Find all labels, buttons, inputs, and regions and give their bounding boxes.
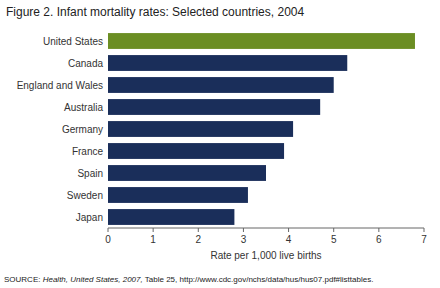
title: Figure 2. Infant mortality rates: Select… [6,5,304,19]
bar [108,121,293,137]
x-tick-label: 5 [331,234,337,245]
x-tick-label: 2 [196,234,202,245]
chart-svg: Figure 2. Infant mortality rates: Select… [0,0,440,288]
x-tick-label: 4 [286,234,292,245]
category-label: England and Wales [17,80,103,91]
category-label: United States [43,36,103,47]
y-axis: United States Canada England and Wales Aust… [17,36,104,223]
x-tick [288,228,289,232]
page: {"chart_data": {"type": "bar", "orientat… [0,0,440,288]
source: SOURCE: Health, United States, 2007, Tab… [4,275,373,284]
bar [108,33,415,49]
x-tick [424,228,425,232]
bar [108,187,248,203]
x-tick-label: 3 [241,234,247,245]
category-label: Spain [77,168,103,179]
source-part: SOURCE: [4,275,43,284]
x-tick-label: 6 [376,234,382,245]
x-axis-line [108,228,424,229]
bar [108,99,320,115]
x-tick-label: 7 [421,234,427,245]
category-label: Australia [64,102,103,113]
bar [108,209,234,225]
source-part: Table 25, http://www.cdc.gov/nchs/data/h… [143,275,374,284]
category-label: Germany [62,124,103,135]
x-tick-label: 1 [150,234,156,245]
x-tick [198,228,199,232]
bars [108,33,415,225]
category-label: France [72,146,104,157]
bar [108,55,347,71]
x-tick [108,228,109,232]
bar [108,77,334,93]
x-tick-label: 0 [105,234,111,245]
x-tick [153,228,154,232]
x-tick [243,228,244,232]
x-axis-label: Rate per 1,000 live births [210,250,321,261]
x-tick [333,228,334,232]
source-part: Health, United States, 2007, [43,275,143,284]
x-axis: 0 1 2 3 4 5 6 7 Rate per 1,000 live births [105,228,427,261]
category-label: Canada [68,58,103,69]
bar [108,143,284,159]
chart-container: Figure 2. Infant mortality rates: Select… [0,0,440,288]
bar [108,165,266,181]
category-label: Japan [76,212,103,223]
x-tick [378,228,379,232]
category-label: Sweden [67,190,103,201]
